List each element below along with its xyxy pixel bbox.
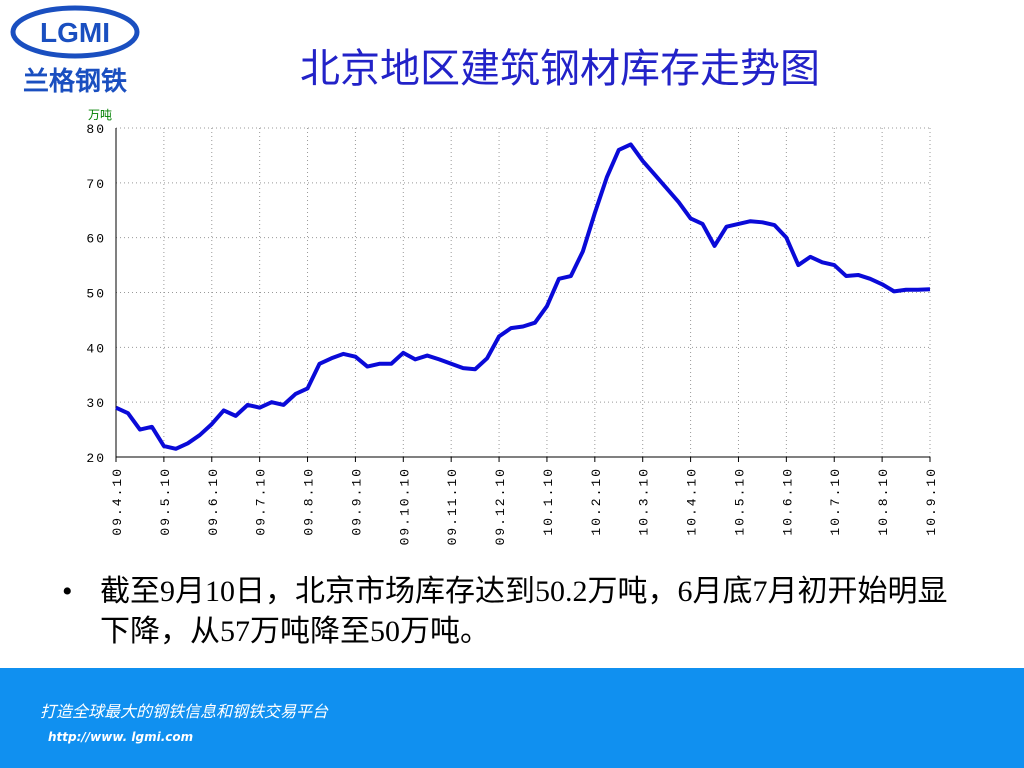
y-tick-label: 60 — [86, 232, 106, 247]
footer: 打造全球最大的钢铁信息和钢铁交易平台 http://www. lgmi.com — [0, 668, 1024, 768]
x-tick-label: 10.6.10 — [780, 467, 795, 536]
bullet: 截至9月10日，北京市场库存达到50.2万吨，6月底7月初开始明显下降，从57万… — [62, 572, 970, 652]
x-tick-label: 10.4.10 — [685, 467, 700, 536]
x-tick-label: 09.10.10 — [397, 467, 412, 545]
x-tick-label: 10.7.10 — [828, 467, 843, 536]
x-tick-label: 09.12.10 — [493, 467, 508, 545]
slogan: 打造全球最大的钢铁信息和钢铁交易平台 — [40, 702, 329, 721]
y-tick-label: 40 — [86, 341, 106, 356]
x-tick-label: 10.1.10 — [541, 467, 556, 536]
line-series — [115, 142, 931, 451]
x-tick-label: 09.11.10 — [445, 467, 460, 545]
x-tick-label: 09.7.10 — [254, 467, 269, 536]
y-tick-label: 20 — [86, 451, 106, 466]
x-tick-label: 09.9.10 — [349, 467, 364, 536]
y-tick-label: 30 — [86, 396, 106, 411]
x-tick-label: 09.8.10 — [302, 467, 317, 536]
x-tick-label: 10.9.10 — [924, 467, 939, 536]
x-tick-label: 10.3.10 — [637, 467, 652, 536]
logo-text: LGMI — [40, 17, 110, 48]
y-tick-label: 80 — [86, 122, 106, 137]
chart: LGMI 兰格钢铁 北京地区建筑钢材库存走势图 万吨 20 30 40 50 60 70 8… — [10, 5, 939, 545]
x-tick-label: 10.2.10 — [589, 467, 604, 536]
x-tick-label: 10.8.10 — [876, 467, 891, 536]
chart-title: 北京地区建筑钢材库存走势图 — [300, 46, 820, 92]
x-tick-label: 09.5.10 — [158, 467, 173, 536]
y-tick-label: 50 — [86, 287, 106, 302]
y-unit: 万吨 — [88, 108, 112, 122]
url: http://www. lgmi.com — [48, 730, 194, 744]
x-tick-label: 10.5.10 — [732, 467, 747, 536]
logo-subtitle: 兰格钢铁 — [23, 66, 127, 97]
x-tick-label: 09.6.10 — [206, 467, 221, 536]
x-tick-label: 09.4.10 — [110, 467, 125, 536]
y-tick-label: 70 — [86, 177, 106, 192]
logo-ring — [10, 5, 140, 59]
